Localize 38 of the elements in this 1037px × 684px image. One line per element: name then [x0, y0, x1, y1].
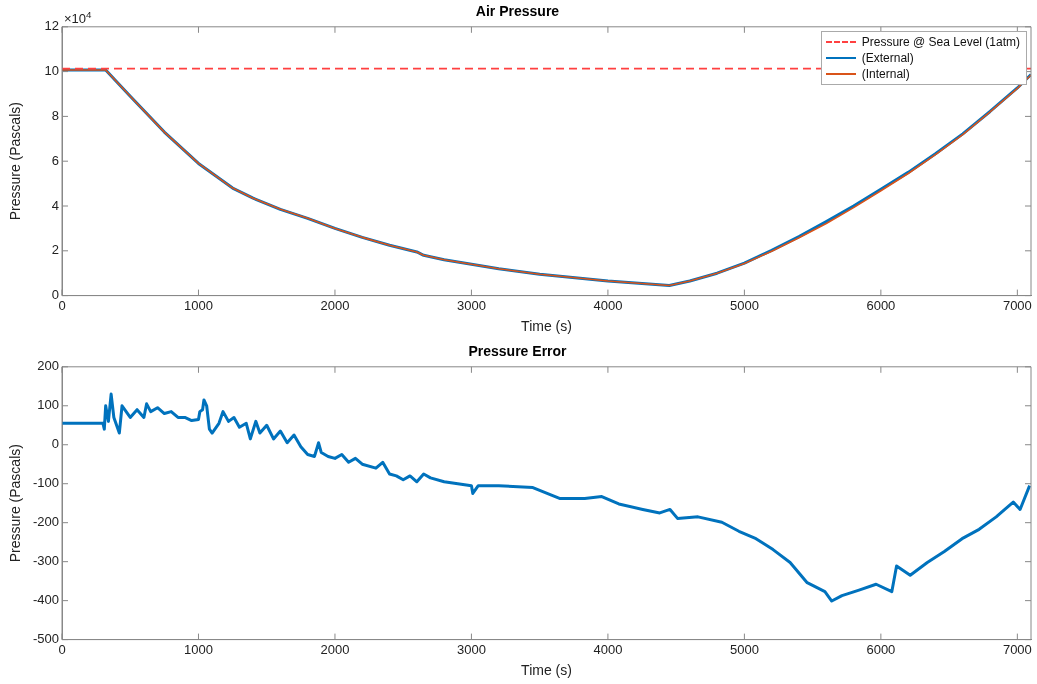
y-tick-label: 2 — [51, 242, 59, 258]
y-tick-label: 100 — [37, 397, 59, 413]
x-tick-label: 5000 — [729, 297, 759, 313]
x-tick-label: 3000 — [456, 641, 486, 657]
x-tick-label: 2000 — [320, 297, 350, 313]
x-tick-label: 7000 — [1002, 297, 1032, 313]
chart-title: Pressure Error — [468, 343, 568, 360]
legend-label: (Internal) — [861, 65, 910, 82]
x-tick-label: 7000 — [1002, 641, 1032, 657]
x-tick-label: 4000 — [593, 641, 623, 657]
x-axis-title: Time (s) — [521, 662, 572, 679]
y-tick-label: -500 — [32, 631, 59, 647]
y-tick-label: 6 — [51, 152, 59, 168]
x-tick-label: 3000 — [456, 297, 486, 313]
y-tick-label: 8 — [51, 107, 59, 123]
y-axis-title: Pressure (Pascals) — [7, 102, 24, 221]
legend-label: (External) — [861, 49, 914, 66]
y-tick-label: -200 — [32, 514, 59, 530]
chart-title: Air Pressure — [475, 3, 560, 20]
x-tick-label: 6000 — [866, 641, 896, 657]
x-tick-label: 6000 — [866, 297, 896, 313]
y-tick-label: 0 — [51, 436, 59, 452]
legend-label: Pressure @ Sea Level (1atm) — [861, 33, 1020, 50]
y-tick-label: 200 — [37, 358, 59, 374]
y-tick-label: -400 — [32, 592, 59, 608]
x-axis-title: Time (s) — [521, 318, 572, 335]
y-tick-label: 0 — [51, 287, 59, 303]
y-tick-label: 4 — [51, 197, 59, 213]
x-tick-label: 5000 — [729, 641, 759, 657]
y-tick-label: -100 — [32, 475, 59, 491]
y-tick-label: 10 — [44, 63, 59, 79]
x-tick-label: 2000 — [320, 641, 350, 657]
y-tick-label: 12 — [44, 18, 59, 34]
x-tick-label: 1000 — [184, 297, 213, 313]
y-axis-title: Pressure (Pascals) — [7, 444, 24, 563]
x-tick-label: 4000 — [593, 297, 623, 313]
y-tick-label: -300 — [32, 553, 59, 569]
x-tick-label: 1000 — [184, 641, 213, 657]
